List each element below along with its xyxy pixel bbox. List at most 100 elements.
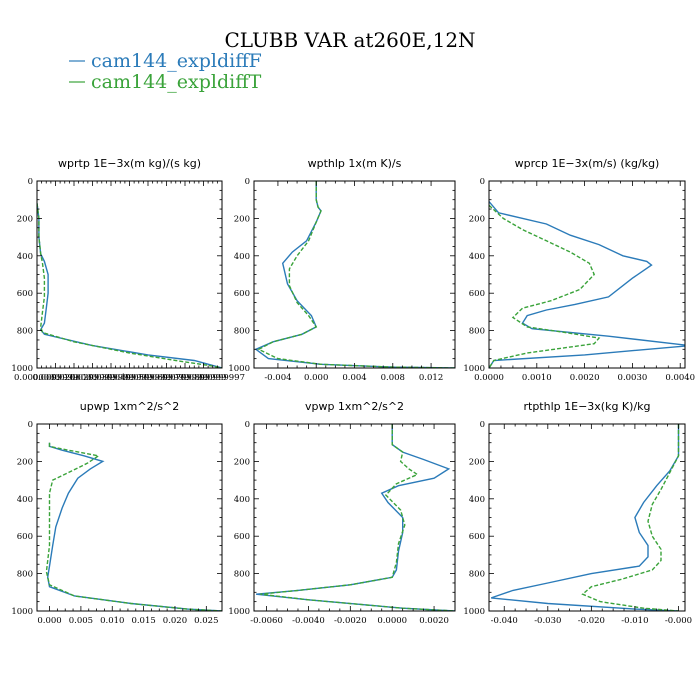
series-line-F <box>256 424 455 611</box>
y-tick-label: 200 <box>469 457 485 467</box>
series-line-F <box>490 424 680 611</box>
x-tick-label: 0.000 <box>304 373 328 383</box>
panel-4: upwp 1xm^2/s^2 0 200 400 600 800 1000 0.000 0.00… <box>11 400 223 626</box>
series-line-T <box>581 424 680 611</box>
legend-label-F: cam144_expldiffF <box>91 50 262 72</box>
panel-title: wpthlp 1x(m K)/s <box>308 157 402 170</box>
plot-frame <box>488 423 686 612</box>
y-tick-label: 800 <box>469 327 485 337</box>
panel-grid: wprtp 1E−3x(m kg)/(s kg) 0 200 400 600 800 100… <box>11 157 695 626</box>
series-line-F <box>46 442 222 611</box>
x-tick-label: 0.005 <box>69 616 93 626</box>
y-tick-label: 600 <box>469 532 485 542</box>
x-tick-label: 0.0999997 <box>199 373 245 383</box>
x-tick-label: 0.008 <box>381 373 405 383</box>
x-tick-label: 0.0399999 <box>88 373 134 383</box>
x-tick-label: 0.015 <box>131 616 155 626</box>
series-line-T <box>257 181 455 368</box>
y-tick-label: 200 <box>17 457 33 467</box>
y-tick-label: 0 <box>480 420 485 430</box>
legend-label-T: cam144_expldiffT <box>91 71 262 93</box>
x-tick-label: 0.0040 <box>665 373 695 383</box>
x-tick-label: 0.0699999 <box>144 373 190 383</box>
y-tick-label: 200 <box>234 457 250 467</box>
y-tick-label: 200 <box>17 214 33 224</box>
panel-1: wprtp 1E−3x(m kg)/(s kg) 0 200 400 600 800 100… <box>11 157 245 383</box>
x-tick-label: -0.0020 <box>334 616 367 626</box>
x-tick-label: -0.0040 <box>292 616 325 626</box>
series-line-F <box>489 201 685 368</box>
x-tick-label: 0.0099999 <box>33 373 79 383</box>
legend: cam144_expldiffF cam144_expldiffT <box>69 50 262 93</box>
y-tick-label: 400 <box>469 495 485 505</box>
y-tick-label: 600 <box>234 289 250 299</box>
y-tick-label: 1000 <box>463 607 485 617</box>
x-tick-label: 0.0499999 <box>107 373 153 383</box>
panel-5: vpwp 1xm^2/s^2 0 200 400 600 800 1000-0.0060 -0… <box>228 400 456 626</box>
plot-frame <box>253 423 456 612</box>
y-tick-label: 800 <box>17 570 33 580</box>
y-tick-label: 200 <box>469 214 485 224</box>
plot-frame <box>488 180 686 369</box>
x-tick-label: 0.004 <box>342 373 366 383</box>
x-tick-label: 0.0020 <box>570 373 600 383</box>
x-tick-label: 0.0799999 <box>162 373 208 383</box>
y-tick-label: 400 <box>469 252 485 262</box>
x-tick-label: -0.0060 <box>250 616 283 626</box>
y-tick-label: 0 <box>28 177 33 187</box>
series-line-T <box>37 203 222 368</box>
x-tick-label: 0.0030 <box>618 373 648 383</box>
series-line-F <box>254 181 455 368</box>
y-tick-label: 600 <box>17 532 33 542</box>
y-tick-label: 400 <box>17 495 33 505</box>
x-tick-label: -0.040 <box>491 616 518 626</box>
y-tick-label: 1000 <box>228 607 250 617</box>
x-tick-label: 0.0000 <box>377 616 407 626</box>
figure-title: CLUBB VAR at260E,12N <box>224 28 475 52</box>
series-line-F <box>37 203 222 368</box>
x-tick-label: -0.010 <box>621 616 648 626</box>
y-tick-label: 800 <box>234 327 250 337</box>
panel-title: rtpthlp 1E−3x(kg K)/kg <box>523 400 650 413</box>
x-tick-label: 0.0299999 <box>70 373 116 383</box>
x-tick-label: 0.0010 <box>522 373 552 383</box>
y-tick-label: 0 <box>480 177 485 187</box>
y-tick-label: 600 <box>234 532 250 542</box>
x-tick-label: 0.0200000 <box>51 373 97 383</box>
x-tick-label: 0.0000000 <box>14 373 60 383</box>
y-tick-label: 0 <box>28 420 33 430</box>
panel-3: wprcp 1E−3x(m/s) (kg/kg) 0 200 400 600 800 100… <box>463 157 695 383</box>
x-tick-label: 0.0899999 <box>181 373 227 383</box>
panel-title: wprcp 1E−3x(m/s) (kg/kg) <box>515 157 660 170</box>
y-tick-label: 600 <box>17 289 33 299</box>
x-tick-label: 0.020 <box>163 616 187 626</box>
x-tick-label: -0.030 <box>534 616 561 626</box>
y-tick-label: 200 <box>234 214 250 224</box>
panel-2: wpthlp 1x(m K)/s 0 200 400 600 800 1000 -0.004 0… <box>228 157 456 383</box>
plot-frame <box>253 180 456 369</box>
y-tick-label: 600 <box>469 289 485 299</box>
plot-frame <box>36 180 223 369</box>
y-tick-label: 1000 <box>228 364 250 374</box>
series-line-T <box>260 424 455 611</box>
x-tick-label: 0.0020 <box>419 616 449 626</box>
x-tick-label: 0.0000 <box>474 373 504 383</box>
y-tick-label: 1000 <box>11 364 33 374</box>
x-tick-label: -0.020 <box>578 616 605 626</box>
x-tick-label: -0.004 <box>264 373 291 383</box>
y-tick-label: 800 <box>17 327 33 337</box>
y-tick-label: 0 <box>245 420 250 430</box>
panel-title: vpwp 1xm^2/s^2 <box>305 400 404 413</box>
y-tick-label: 800 <box>469 570 485 580</box>
y-tick-label: 0 <box>245 177 250 187</box>
y-tick-label: 1000 <box>463 364 485 374</box>
y-tick-label: 400 <box>17 252 33 262</box>
series-line-T <box>489 204 601 368</box>
panel-title: upwp 1xm^2/s^2 <box>80 400 180 413</box>
y-tick-label: 1000 <box>11 607 33 617</box>
x-tick-label: 0.000 <box>37 616 61 626</box>
plot-frame <box>36 423 223 612</box>
panel-title: wprtp 1E−3x(m kg)/(s kg) <box>58 157 201 170</box>
panel-6: rtpthlp 1E−3x(kg K)/kg02004006008001000-… <box>463 400 692 626</box>
